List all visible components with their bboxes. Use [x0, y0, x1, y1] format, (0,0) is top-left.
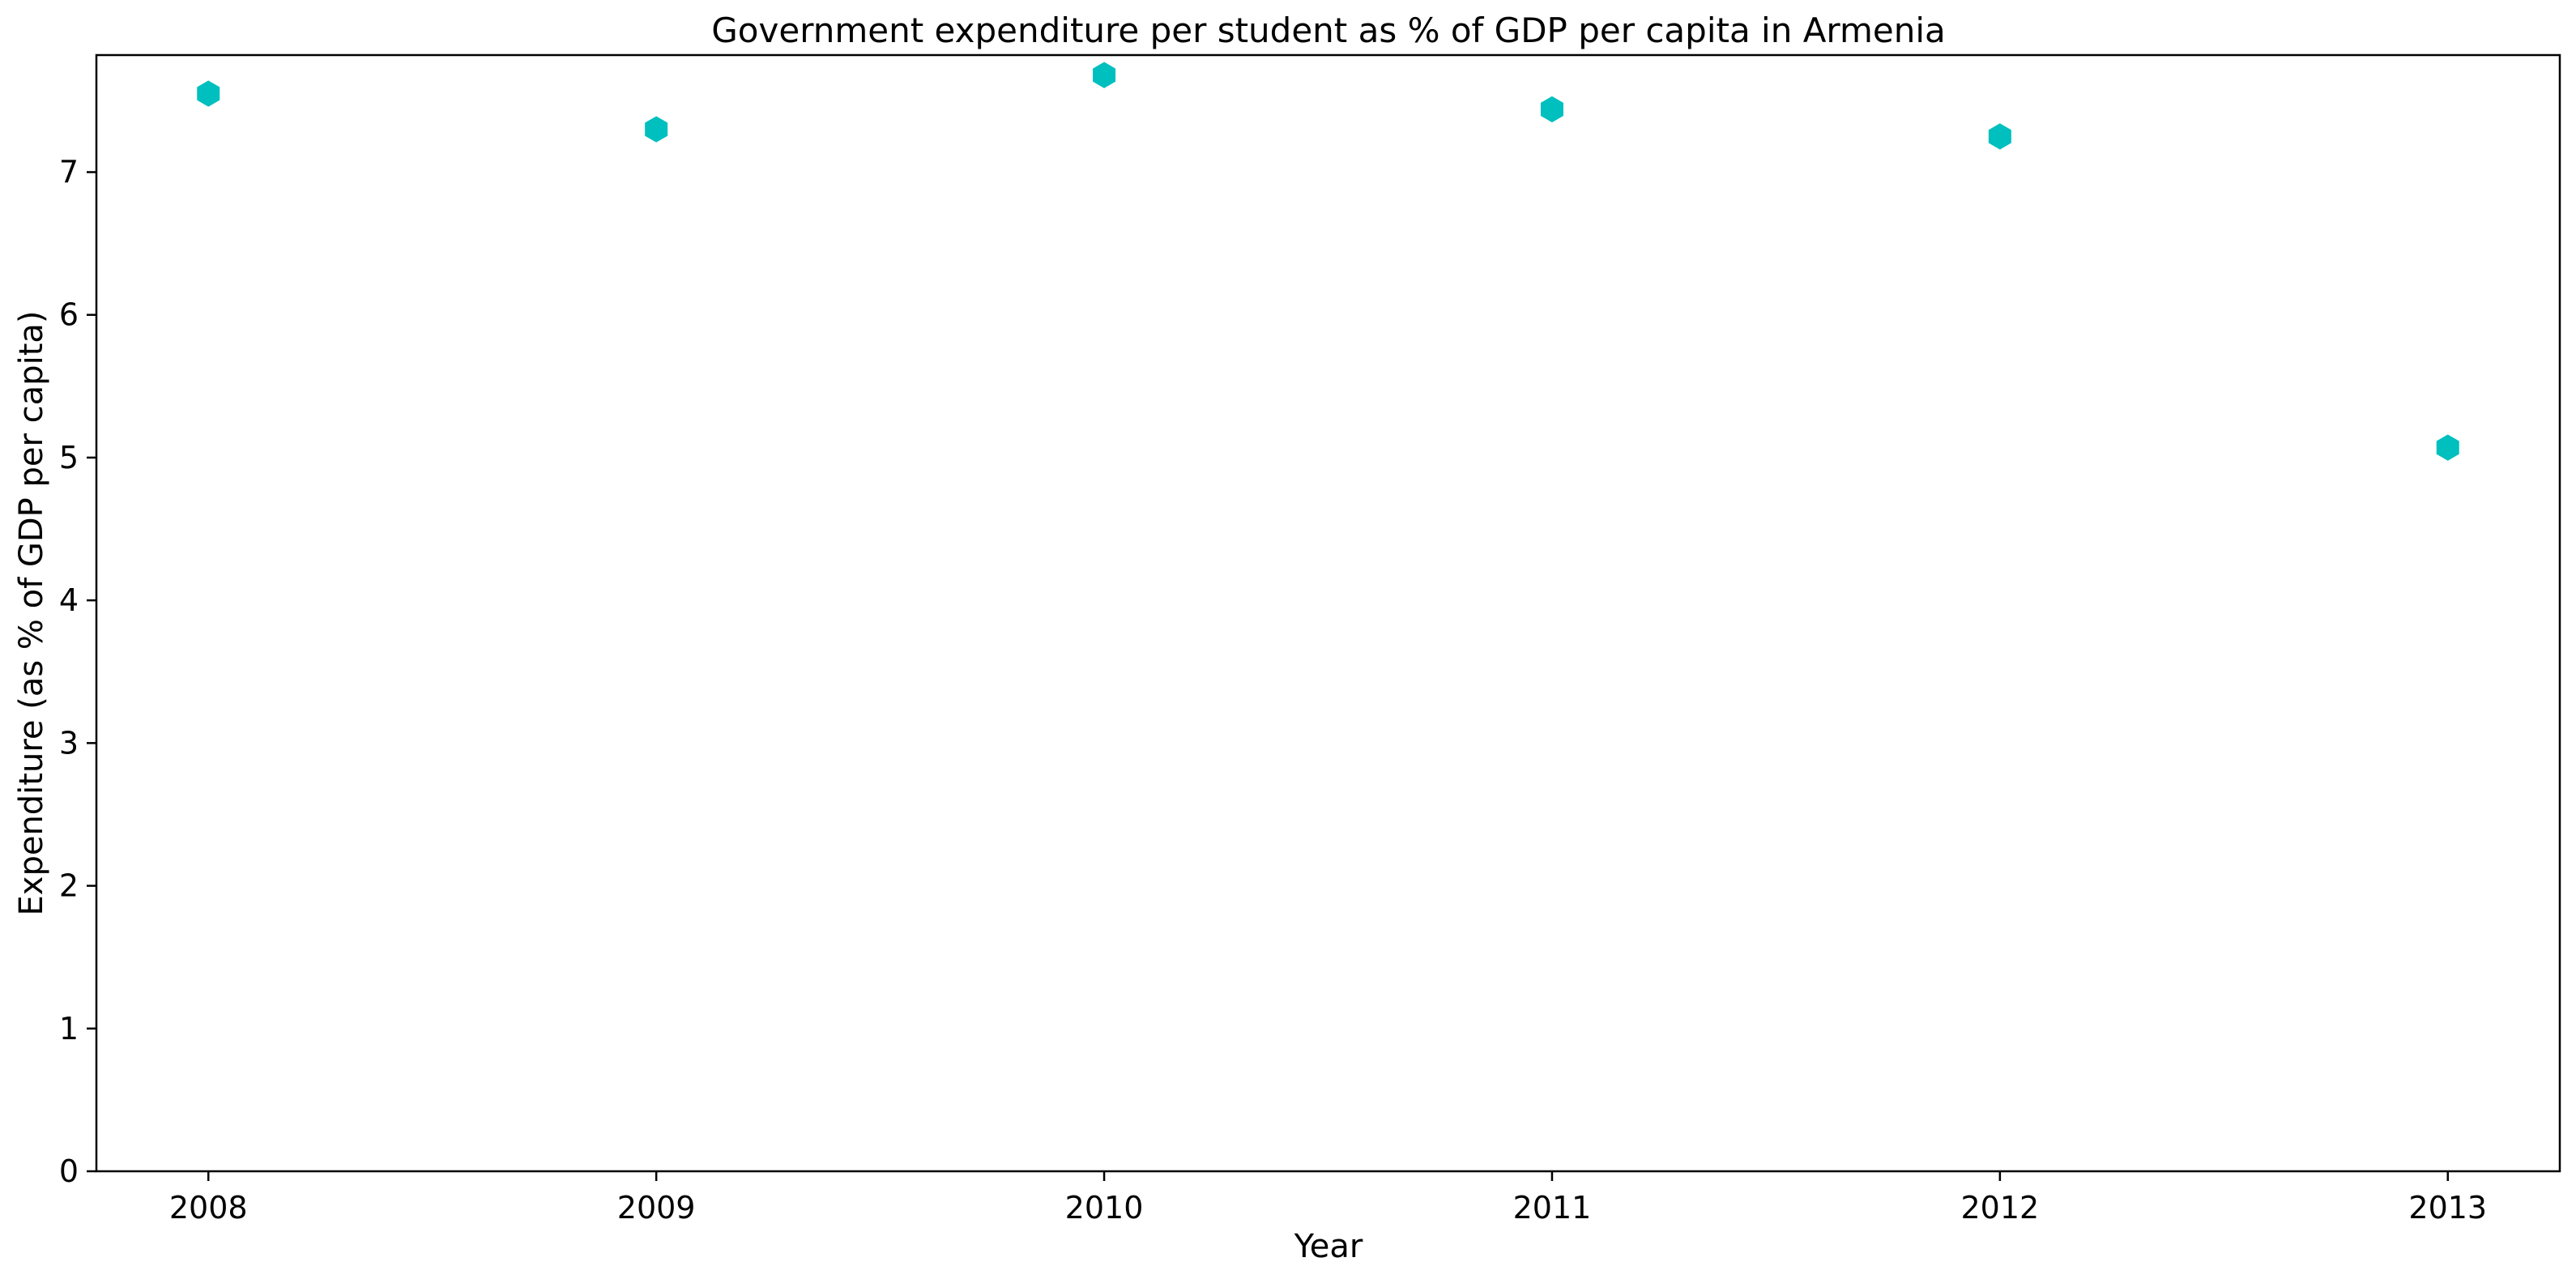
data-point [1540, 96, 1563, 123]
y-tick-label: 4 [59, 582, 79, 618]
x-tick-label: 2011 [1513, 1190, 1592, 1226]
x-axis-ticks: 2008 2009 2010 2011 2012 2013 [169, 1171, 2487, 1226]
x-tick-label: 2013 [2408, 1190, 2487, 1226]
x-tick-label: 2008 [169, 1190, 248, 1226]
y-tick-label: 6 [59, 297, 79, 333]
y-tick-label: 3 [59, 725, 79, 761]
y-tick-label: 7 [59, 154, 79, 190]
y-axis-title: Expenditure (as % of GDP per capita) [13, 311, 50, 916]
data-point [1093, 62, 1116, 88]
chart-title: Government expenditure per student as % … [711, 11, 1945, 50]
x-axis-title: Year [1294, 1228, 1363, 1265]
y-tick-label: 5 [59, 440, 79, 475]
x-tick-label: 2009 [617, 1190, 696, 1226]
data-point [197, 80, 220, 107]
plot-area-frame [95, 53, 2561, 1173]
y-axis-ticks: 0 1 2 3 4 5 6 7 [59, 154, 96, 1189]
y-tick-label: 1 [59, 1011, 79, 1047]
data-points [197, 62, 2459, 461]
data-point [2436, 434, 2459, 461]
y-tick-label: 0 [59, 1153, 79, 1189]
x-tick-label: 2012 [1961, 1190, 2040, 1226]
data-point [645, 116, 668, 143]
y-tick-label: 2 [59, 868, 79, 904]
x-tick-label: 2010 [1065, 1190, 1144, 1226]
data-point [1988, 123, 2011, 150]
